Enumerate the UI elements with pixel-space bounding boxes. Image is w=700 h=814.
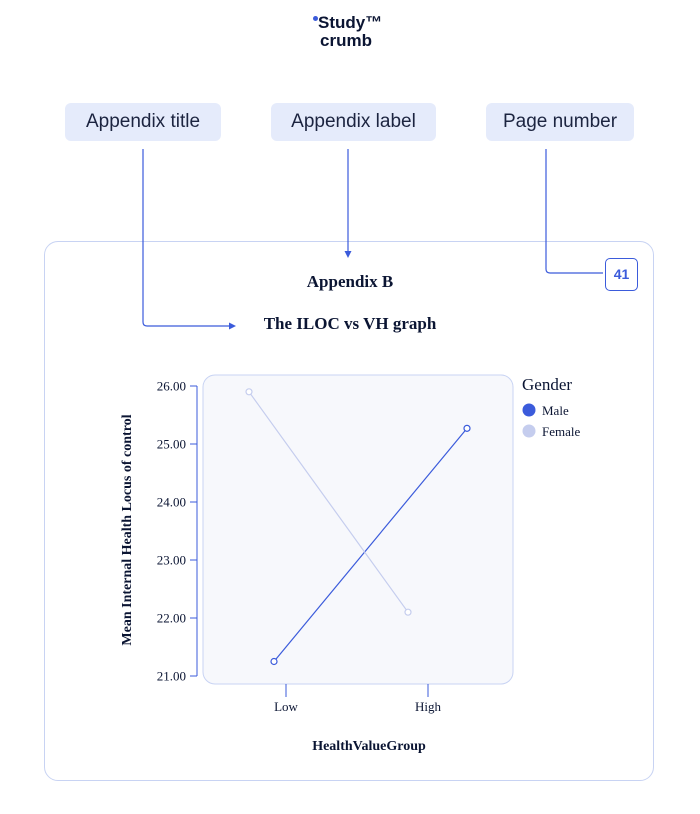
series-lines <box>248 391 468 662</box>
y-axis-label: Mean Internal Health Locus of control <box>120 414 135 645</box>
legend: Gender Male Female <box>522 375 580 439</box>
legend-label-female: Female <box>542 424 580 439</box>
x-axis-label: HealthValueGroup <box>312 739 426 754</box>
appendix-label: Appendix B <box>306 272 394 291</box>
legend-label-male: Male <box>542 403 569 418</box>
arrow-head-label <box>344 251 352 258</box>
arrow-appendix-title <box>142 149 231 327</box>
legend-title: Gender <box>522 375 572 394</box>
logo-line-1: Study™ <box>318 13 383 32</box>
data-point-female-high <box>404 608 412 616</box>
y-tick-label: 24.00 <box>157 495 186 510</box>
y-tick-label: 25.00 <box>157 437 186 452</box>
data-point-female-low <box>245 388 253 396</box>
page-number-badge: 41 <box>605 258 638 291</box>
legend-swatch-male <box>522 403 536 417</box>
appendix-title: The ILOC vs VH graph <box>263 314 437 333</box>
y-axis <box>190 385 198 677</box>
logo-line-2: crumb <box>320 31 372 50</box>
y-tick-label: 26.00 <box>157 379 186 394</box>
x-axis <box>285 684 429 697</box>
series-line-male <box>273 427 468 662</box>
callout-appendix-label: Appendix label <box>271 103 436 141</box>
arrow-head-title <box>229 322 236 330</box>
callout-appendix-title: Appendix title <box>65 103 221 141</box>
logo-dot-icon <box>313 16 318 21</box>
data-point-male-high <box>463 424 471 432</box>
callout-page-number: Page number <box>486 103 634 141</box>
data-point-male-low <box>270 657 278 666</box>
y-tick-label: 21.00 <box>157 669 186 684</box>
arrow-page-number <box>545 149 603 274</box>
plot-area <box>202 374 514 685</box>
connector-arrows <box>142 149 603 327</box>
y-tick-label: 23.00 <box>157 553 186 568</box>
legend-swatch-female <box>522 424 536 438</box>
x-tick-label: High <box>415 699 442 714</box>
y-tick-label: 22.00 <box>157 611 186 626</box>
tick-labels: 21.00 22.00 23.00 24.00 25.00 26.00 Low High <box>157 379 442 715</box>
series-points <box>245 388 471 666</box>
arrow-heads <box>229 251 352 330</box>
x-tick-label: Low <box>274 699 298 714</box>
series-line-female <box>248 391 409 613</box>
studycrumb-logo: Study™ crumb <box>313 13 398 50</box>
